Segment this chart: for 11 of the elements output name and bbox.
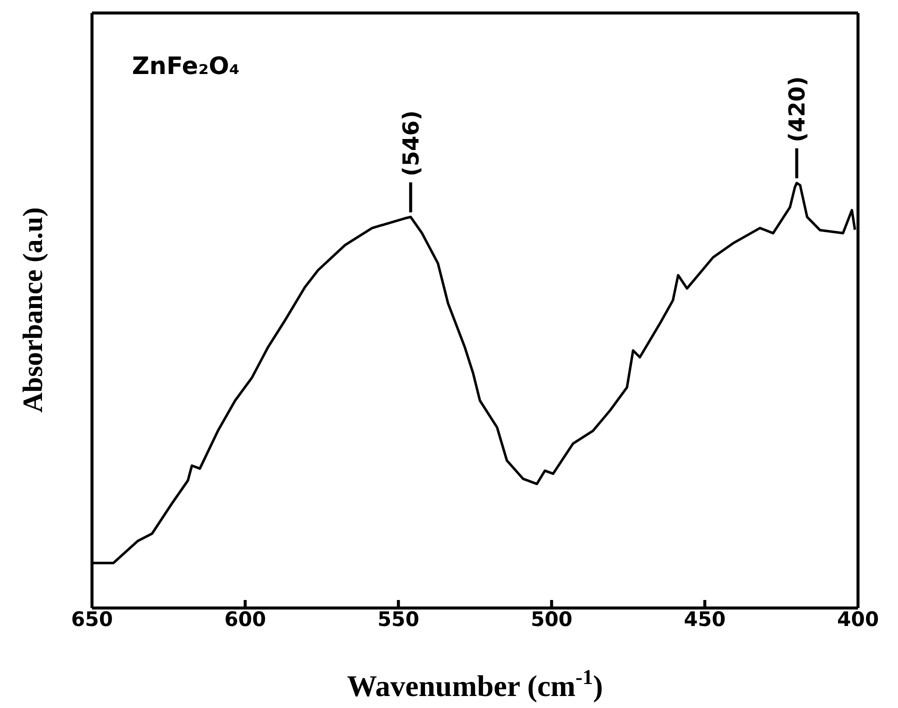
text: ZnFe₂O₄ bbox=[132, 52, 240, 80]
annotation: (420) bbox=[786, 76, 811, 142]
x-tick-label: 600 bbox=[224, 607, 266, 632]
x-tick-label: 400 bbox=[837, 607, 879, 632]
x-tick-label: 650 bbox=[71, 607, 113, 632]
y-axis-title: Absorbance (a.u) bbox=[18, 207, 49, 413]
x-tick-label: 550 bbox=[378, 607, 420, 632]
annotation: (546) bbox=[400, 110, 425, 176]
x-tick-label: 500 bbox=[530, 607, 572, 632]
x-tick-label: 450 bbox=[684, 607, 726, 632]
x-axis-title: Wavenumber (cm$^{-1}$) bbox=[346, 665, 604, 703]
